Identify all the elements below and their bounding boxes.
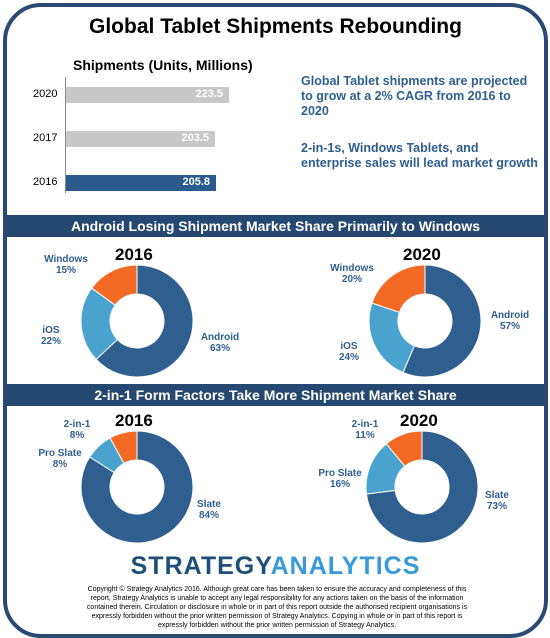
slice-label: Slate 84% bbox=[197, 499, 221, 521]
bar-axis-line bbox=[65, 77, 66, 193]
slice-label: Slate 73% bbox=[485, 490, 509, 512]
ff-section-header: 2-in-1 Form Factors Take More Shipment M… bbox=[7, 384, 544, 406]
slice-label: Pro Slate 8% bbox=[38, 448, 82, 470]
ff-2020-year: 2020 bbox=[400, 411, 438, 430]
ff-2020-donut bbox=[365, 430, 479, 544]
donut-slice-ios bbox=[368, 302, 416, 374]
slice-label: Android 57% bbox=[490, 310, 530, 332]
bar-category-label: 2017 bbox=[33, 132, 58, 144]
bar-2017: 203.5 bbox=[66, 131, 215, 147]
bar-2020: 223.5 bbox=[66, 87, 229, 103]
slice-label: Android 63% bbox=[200, 332, 240, 354]
shipments-chart-label: Shipments (Units, Millions) bbox=[73, 57, 253, 73]
slice-label: Pro Slate 16% bbox=[318, 468, 362, 490]
os-2020-year: 2020 bbox=[403, 245, 441, 264]
bar-category-label: 2020 bbox=[33, 88, 58, 100]
donut-slice-windows bbox=[371, 264, 426, 313]
slice-label: 2-in-1 8% bbox=[63, 419, 91, 441]
slice-label: Windows 20% bbox=[330, 263, 374, 285]
donut-slice-2-in-1 bbox=[109, 430, 138, 465]
ff-2016-donut bbox=[80, 430, 194, 544]
donut-slice-slate bbox=[365, 430, 479, 544]
bar-2016: 205.8 bbox=[66, 175, 216, 191]
donut-slice-android bbox=[95, 264, 194, 378]
os-section-header: Android Losing Shipment Market Share Pri… bbox=[7, 215, 544, 237]
donut-slice-2-in-1 bbox=[385, 430, 423, 467]
drivers-note: 2-in-1s, Windows Tablets, and enterprise… bbox=[301, 141, 538, 170]
copyright-notice: Copyright © Strategy Analytics 2016. Alt… bbox=[86, 586, 468, 629]
bar-value-label: 205.8 bbox=[182, 176, 210, 188]
os-2020-donut bbox=[368, 264, 482, 378]
bar-category-label: 2016 bbox=[33, 176, 58, 188]
bar-value-label: 223.5 bbox=[195, 88, 223, 100]
donut-slice-windows bbox=[90, 264, 138, 306]
strategy-analytics-logo: STRATEGYANALYTICS bbox=[130, 552, 421, 580]
donut-slice-slate bbox=[80, 430, 194, 544]
bar-value-label: 203.5 bbox=[181, 132, 209, 144]
donut-slice-android bbox=[402, 264, 482, 378]
os-2016-year: 2016 bbox=[115, 245, 153, 264]
ff-2016-year: 2016 bbox=[115, 411, 153, 430]
growth-note: Global Tablet shipments are projected to… bbox=[301, 74, 528, 118]
slice-label: Windows 15% bbox=[44, 254, 88, 276]
page-title: Global Tablet Shipments Rebounding bbox=[89, 15, 462, 38]
slice-label: 2-in-1 11% bbox=[351, 419, 379, 441]
infographic-frame: Global Tablet Shipments Rebounding Shipm… bbox=[3, 3, 548, 638]
os-2016-donut bbox=[80, 264, 194, 378]
slice-label: iOS 22% bbox=[40, 325, 61, 347]
slice-label: iOS 24% bbox=[338, 341, 359, 363]
